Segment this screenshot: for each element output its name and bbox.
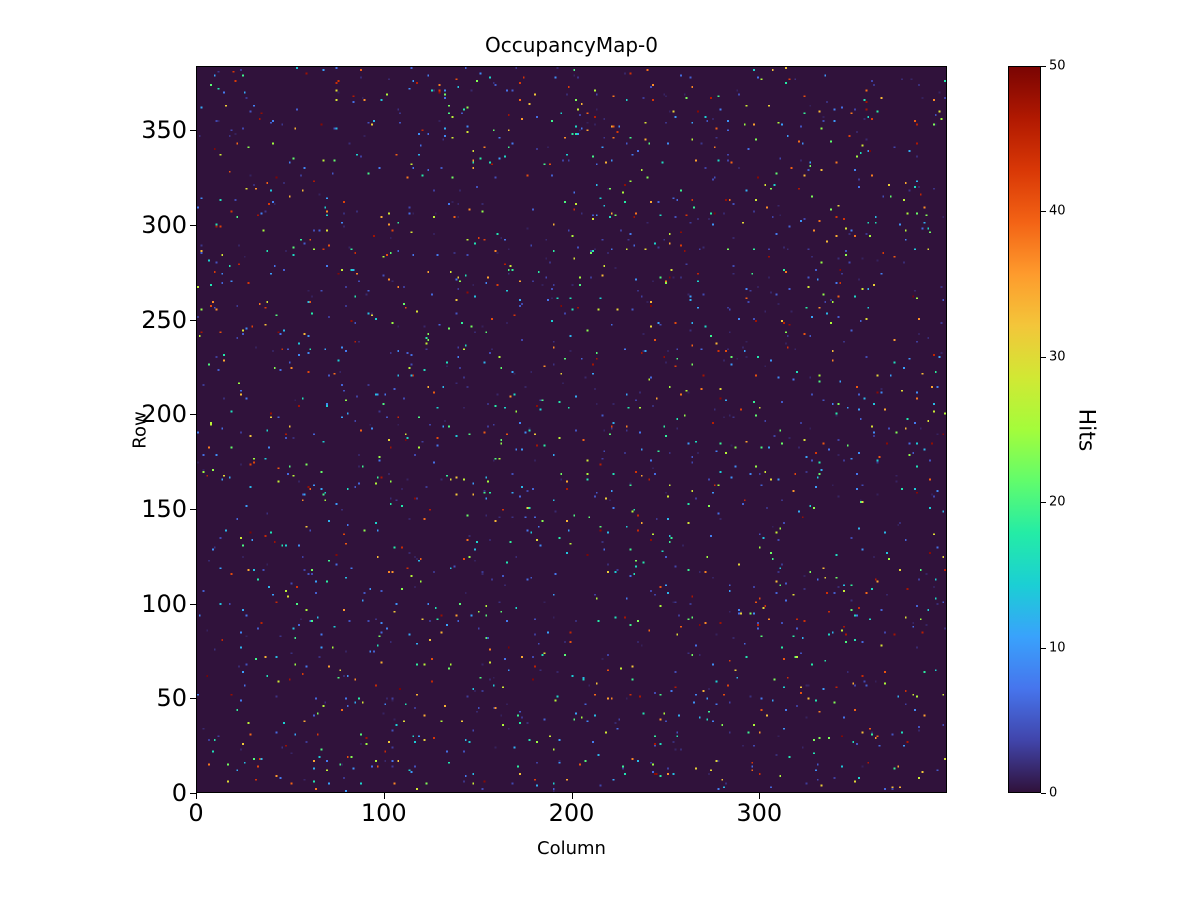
colorbar-tick-label: 50 bbox=[1049, 58, 1066, 74]
colorbar-tick-mark bbox=[1041, 66, 1046, 67]
y-tick-mark bbox=[190, 414, 196, 416]
colorbar-tick-mark bbox=[1041, 647, 1046, 649]
y-tick-label: 250 bbox=[141, 305, 187, 334]
colorbar-tick-mark bbox=[1041, 356, 1046, 358]
colorbar-gradient bbox=[1009, 67, 1040, 792]
y-tick-label: 0 bbox=[171, 779, 187, 807]
x-tick-mark bbox=[383, 793, 385, 799]
y-tick-label: 150 bbox=[141, 495, 187, 524]
y-tick-mark bbox=[190, 225, 196, 227]
y-tick-label: 300 bbox=[141, 211, 187, 240]
y-tick-mark bbox=[190, 793, 196, 794]
colorbar bbox=[1008, 66, 1041, 793]
chart-title: OccupancyMap-0 bbox=[484, 33, 659, 57]
x-tick-label: 0 bbox=[188, 799, 204, 827]
colorbar-tick-mark bbox=[1041, 502, 1046, 504]
colorbar-tick-mark bbox=[1041, 793, 1046, 794]
y-tick-label: 50 bbox=[156, 684, 187, 713]
x-tick-mark bbox=[759, 793, 761, 799]
colorbar-tick-label: 40 bbox=[1049, 203, 1066, 219]
y-tick-label: 350 bbox=[141, 116, 187, 145]
y-tick-label: 100 bbox=[141, 589, 187, 618]
x-axis-label: Column bbox=[537, 838, 606, 859]
y-tick-label: 200 bbox=[141, 400, 187, 429]
y-tick-mark bbox=[190, 130, 196, 132]
colorbar-tick-label: 20 bbox=[1049, 494, 1066, 510]
y-tick-mark bbox=[190, 319, 196, 321]
x-tick-label: 300 bbox=[736, 799, 783, 827]
heatmap-plot-area bbox=[196, 66, 947, 793]
colorbar-tick-label: 10 bbox=[1049, 640, 1066, 656]
x-tick-label: 100 bbox=[360, 799, 407, 827]
y-tick-mark bbox=[190, 509, 196, 511]
x-tick-mark bbox=[571, 793, 573, 799]
heatmap-image bbox=[197, 67, 946, 792]
x-tick-mark bbox=[196, 793, 197, 799]
x-tick-label: 200 bbox=[548, 799, 595, 827]
y-tick-mark bbox=[190, 698, 196, 700]
colorbar-tick-label: 30 bbox=[1049, 349, 1066, 365]
colorbar-tick-mark bbox=[1041, 211, 1046, 213]
colorbar-label: Hits bbox=[1073, 408, 1099, 452]
colorbar-tick-label: 0 bbox=[1049, 785, 1058, 801]
y-tick-mark bbox=[190, 603, 196, 605]
